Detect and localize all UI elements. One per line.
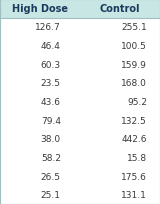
Bar xyxy=(0,0,160,19)
Text: 100.5: 100.5 xyxy=(121,42,147,51)
Text: 58.2: 58.2 xyxy=(41,153,61,162)
Text: 23.5: 23.5 xyxy=(41,79,61,88)
Text: 255.1: 255.1 xyxy=(121,23,147,32)
Bar xyxy=(0,74,160,93)
Text: Control: Control xyxy=(100,4,140,14)
Text: 442.6: 442.6 xyxy=(122,135,147,144)
Bar xyxy=(0,167,160,185)
Bar xyxy=(0,37,160,56)
Bar xyxy=(0,185,160,204)
Bar xyxy=(0,148,160,167)
Bar xyxy=(0,93,160,111)
Text: 25.1: 25.1 xyxy=(41,190,61,199)
Text: 38.0: 38.0 xyxy=(41,135,61,144)
Text: 132.5: 132.5 xyxy=(121,116,147,125)
Text: 26.5: 26.5 xyxy=(41,172,61,181)
Text: 60.3: 60.3 xyxy=(41,60,61,69)
Text: 168.0: 168.0 xyxy=(121,79,147,88)
Bar xyxy=(0,111,160,130)
Text: 95.2: 95.2 xyxy=(127,98,147,106)
Bar xyxy=(0,19,160,37)
Bar xyxy=(0,130,160,148)
Text: 175.6: 175.6 xyxy=(121,172,147,181)
Bar xyxy=(0,56,160,74)
Text: 131.1: 131.1 xyxy=(121,190,147,199)
Text: 79.4: 79.4 xyxy=(41,116,61,125)
Text: 43.6: 43.6 xyxy=(41,98,61,106)
Text: High Dose: High Dose xyxy=(12,4,68,14)
Text: 159.9: 159.9 xyxy=(121,60,147,69)
Text: 126.7: 126.7 xyxy=(35,23,61,32)
Text: 15.8: 15.8 xyxy=(127,153,147,162)
Text: 46.4: 46.4 xyxy=(41,42,61,51)
